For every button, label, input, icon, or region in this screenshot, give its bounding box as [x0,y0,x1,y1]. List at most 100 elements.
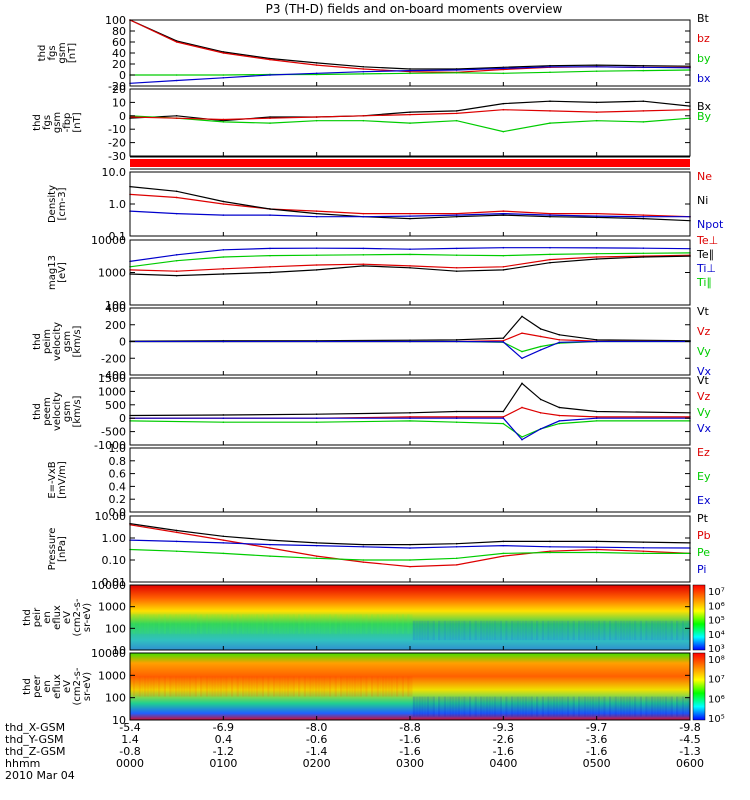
x-axis-row-label: thd_Z-GSM [5,745,65,758]
spectrogram-texture [474,696,477,717]
spectrogram-texture [264,614,267,634]
spectrogram-texture [174,676,178,697]
spectrogram-texture [163,614,167,634]
colorbar-peer_eflux: 10⁸ 10⁷ 10⁶ 10⁵ [692,652,725,725]
data-point [409,266,411,269]
data-point [315,215,318,218]
y-tick-label: 100 [105,622,126,635]
y-axis-label: thd [22,609,33,626]
spectrogram-texture [183,676,186,697]
spectrogram-texture [502,696,505,717]
spectrogram-texture [524,696,528,717]
y-axis-label: [nT] [72,112,83,132]
y-axis-label: gsm [62,331,73,352]
spectrogram-texture [659,696,662,717]
spectrogram-texture [306,676,309,697]
data-point [362,215,365,218]
y-axis-label: E=-VxB [47,461,58,498]
spectrogram-texture [320,676,323,697]
spectrogram-texture [569,696,573,717]
spectrogram-texture [485,696,489,717]
y-axis-label: en [42,611,53,624]
data-point [269,74,271,76]
y-tick-label: 0.01 [102,576,127,589]
spectrogram-texture [202,614,206,634]
data-point [175,540,178,543]
data-point [222,248,225,251]
data-point [222,273,225,275]
spectrogram-texture [158,614,161,634]
spectrogram-texture [432,696,435,717]
legend-entry: Vz [697,390,711,403]
spectrogram-texture [300,614,304,634]
y-tick-label: 10000 [91,579,126,592]
spectrogram-texture [354,614,357,634]
spectrogram-texture [676,696,679,717]
spectrogram-texture [589,696,592,717]
spectrogram-texture [188,676,192,697]
series-line-Vy [129,420,690,438]
data-point [362,212,365,215]
data-point [595,258,598,260]
spectrogram-texture [547,620,550,641]
legend-entry: by [697,52,711,65]
spectrogram-texture [345,614,349,634]
data-point [269,58,271,61]
data-point [409,215,411,217]
spectrogram-texture [256,676,259,697]
spectrogram-texture [309,676,312,697]
spectrogram-texture [645,696,648,717]
y-axis-label: peir [32,607,43,627]
spectrogram-texture [611,620,615,641]
spectrogram-texture [463,620,466,641]
spectrogram-texture [544,696,547,717]
data-point [222,340,225,343]
spectrogram-texture [278,614,281,634]
data-point [642,121,645,123]
x-axis-value: 0200 [303,757,331,770]
data-point [642,256,645,258]
spectrogram-texture [578,620,581,641]
data-point [409,253,411,256]
spectrogram-texture [508,696,511,717]
data-point [642,247,645,249]
spectrogram-texture [214,614,217,634]
spectrogram-texture [174,614,178,634]
spectrogram-texture [337,614,340,634]
y-axis-label: (cm2-s- [72,667,83,705]
data-point [502,254,505,257]
data-point [315,62,318,64]
spectrogram-texture [160,676,164,697]
spectrogram-texture [331,614,335,634]
data-point [315,269,318,271]
spectrogram-texture [673,620,676,641]
spectrogram-texture [499,696,503,717]
spectrogram-texture [180,676,183,697]
spectrogram-texture [390,614,393,634]
spectrogram-texture [586,696,589,717]
data-point [175,550,178,553]
spectrogram-texture [564,620,567,641]
y-tick-label: 20 [112,58,126,71]
spectrogram-texture [460,696,463,717]
data-point [222,118,225,121]
spectrogram-texture [200,676,203,697]
colorbar-tick-label: 10⁵ [708,714,725,725]
data-point [502,108,505,111]
y-tick-label: -200 [101,352,126,365]
spectrogram-texture [359,676,363,697]
spectrogram-texture [496,696,500,717]
data-point [409,547,411,549]
spectrogram-texture [415,696,419,717]
colorbar-peir_eflux: 10⁷ 10⁶ 10⁵ 10⁴ 10³ [692,584,725,655]
spectrogram-texture [200,614,203,634]
data-point [595,540,598,543]
spectrogram-texture [418,620,421,641]
spectrogram-texture [454,620,458,641]
data-point [642,217,645,220]
spectrogram-texture [586,620,589,641]
x-axis-value: 0300 [396,757,424,770]
